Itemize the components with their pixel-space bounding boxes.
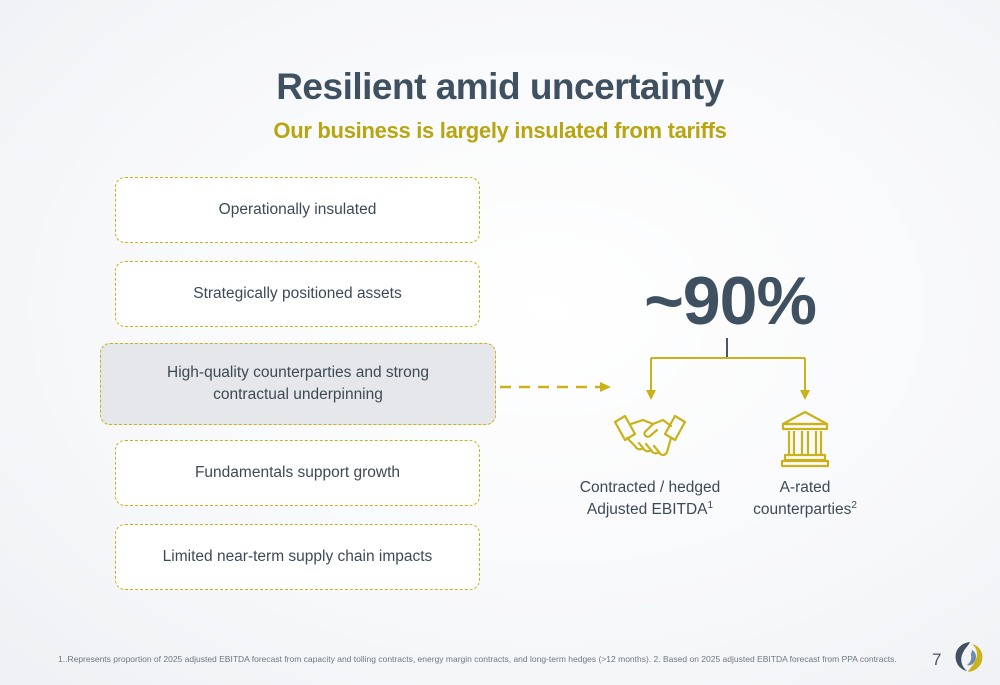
footnote-marker: 1 [707,499,714,511]
pillar-strategic-assets: Strategically positioned assets [115,261,480,327]
page-title: Resilient amid uncertainty [276,66,724,107]
handshake-icon [613,414,687,457]
page-number: 7 [932,650,942,669]
footnote-text: 1..Represents proportion of 2025 adjuste… [58,654,897,664]
dashed-arrow-icon [500,382,611,392]
pillar-fundamentals: Fundamentals support growth [115,440,480,506]
pillar-supply-chain: Limited near-term supply chain impacts [115,524,480,590]
pillar-label: Operationally insulated [218,201,377,218]
pillar-operationally-insulated: Operationally insulated [115,177,480,243]
pillar-label: High-quality counterparties and strong c… [167,364,429,403]
contracted-ebitda-label: Contracted / hedged Adjusted EBITDA1 [579,479,721,518]
page-subtitle: Our business is largely insulated from t… [273,118,727,143]
pillar-label: Fundamentals support growth [194,464,401,481]
headline-percentage: ~90% [644,263,817,339]
footnote-marker: 2 [851,499,857,511]
company-logo-icon [955,642,983,672]
pillar-counterparties-highlighted: High-quality counterparties and strong c… [100,343,496,425]
split-bracket-icon [646,338,810,400]
a-rated-counterparties-label: A-rated counterparties2 [753,479,857,518]
pillar-label: Strategically positioned assets [193,285,402,302]
pillar-label: Limited near-term supply chain impacts [162,548,433,565]
bank-building-icon [780,410,830,468]
